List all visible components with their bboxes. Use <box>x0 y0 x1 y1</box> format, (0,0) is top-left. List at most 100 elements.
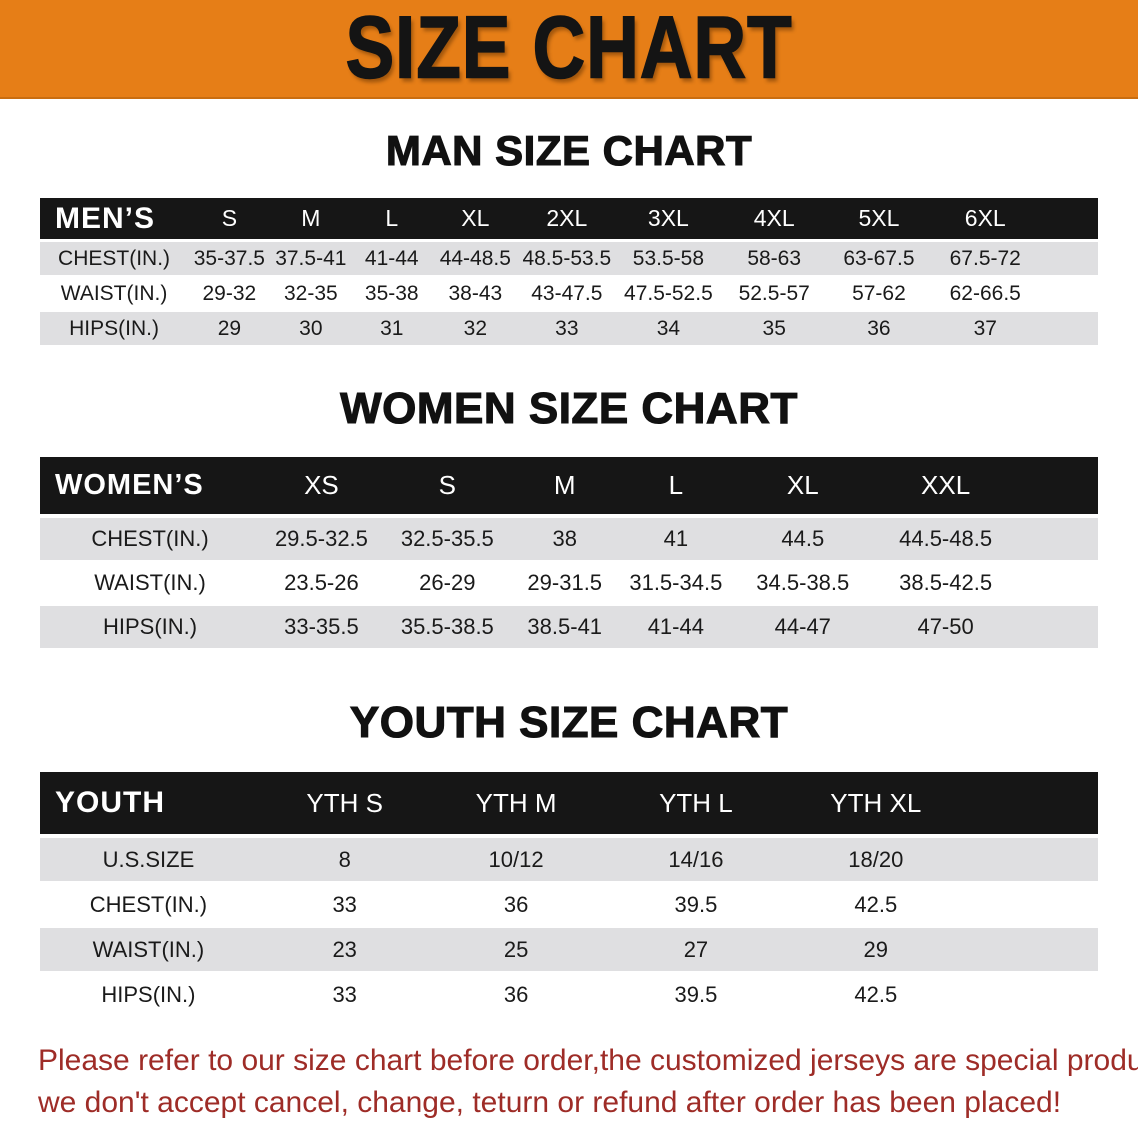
disclaimer-line-1: Please refer to our size chart before or… <box>38 1044 1138 1077</box>
measurement-label: CHEST(IN.) <box>40 242 189 277</box>
filler-cell <box>1039 312 1098 347</box>
size-column-header: L <box>617 457 735 518</box>
size-value: 35.5-38.5 <box>382 606 512 650</box>
size-value: 35-38 <box>351 277 433 312</box>
size-value: 29-32 <box>188 277 271 312</box>
size-value: 33 <box>256 973 433 1018</box>
size-value: 29.5-32.5 <box>260 518 383 562</box>
size-column-header: YTH M <box>432 772 600 838</box>
man-section-title: MAN SIZE CHART <box>385 127 753 174</box>
size-row: CHEST(IN.) 29.5-32.5 32.5-35.5 38 41 44.5 44.5… <box>40 518 1098 562</box>
filler-cell <box>959 883 1098 928</box>
measurement-label: U.S.SIZE <box>40 838 257 883</box>
filler-cell <box>959 838 1098 883</box>
size-value: 36 <box>432 973 600 1018</box>
filler-cell <box>959 973 1098 1018</box>
size-value: 47-50 <box>871 606 1020 650</box>
size-value: 43-47.5 <box>518 277 616 312</box>
size-value: 30 <box>270 312 352 347</box>
size-value: 27 <box>599 928 793 973</box>
size-value: 36 <box>432 883 600 928</box>
size-row: CHEST(IN.) 33 36 39.5 42.5 <box>40 883 1098 928</box>
youth-section-title: YOUTH SIZE CHART <box>349 698 789 747</box>
filler-cell <box>959 772 1098 838</box>
size-value: 37 <box>930 312 1040 347</box>
disclaimer-note: Please refer to our size chart before or… <box>38 1040 1138 1124</box>
men-size-table: MEN’S S M L XL 2XL 3XL 4XL 5XL 6XL CHEST(IN.) 35-3… <box>40 198 1098 347</box>
size-value: 52.5-57 <box>721 277 828 312</box>
measurement-label: WAIST(IN.) <box>40 277 189 312</box>
size-value: 29 <box>188 312 271 347</box>
size-row: HIPS(IN.) 33 36 39.5 42.5 <box>40 973 1098 1018</box>
size-value: 35 <box>721 312 828 347</box>
size-value: 57-62 <box>827 277 931 312</box>
size-value: 38.5-41 <box>511 606 618 650</box>
size-value: 25 <box>432 928 600 973</box>
size-value: 32 <box>432 312 519 347</box>
size-value: 41 <box>617 518 735 562</box>
youth-size-table: YOUTH YTH S YTH M YTH L YTH XL U.S.SIZE 8 10/1… <box>40 772 1098 1018</box>
filler-cell <box>1019 457 1098 518</box>
size-value: 14/16 <box>599 838 793 883</box>
size-value: 38 <box>511 518 618 562</box>
size-value: 62-66.5 <box>930 277 1040 312</box>
size-group-label: WOMEN’S <box>40 457 261 518</box>
size-value: 44.5 <box>734 518 872 562</box>
filler-cell <box>959 928 1098 973</box>
size-value: 34 <box>615 312 722 347</box>
size-column-header: XS <box>260 457 383 518</box>
size-value: 63-67.5 <box>827 242 931 277</box>
size-row: WAIST(IN.) 29-32 32-35 35-38 38-43 43-47.5 47.… <box>40 277 1098 312</box>
banner-title: SIZE CHART <box>345 0 793 97</box>
size-group-label: YOUTH <box>40 772 257 838</box>
size-column-header: 2XL <box>518 198 616 242</box>
size-value: 38.5-42.5 <box>871 562 1020 606</box>
measurement-label: WAIST(IN.) <box>40 562 261 606</box>
size-value: 34.5-38.5 <box>734 562 872 606</box>
size-value: 10/12 <box>432 838 600 883</box>
size-row: HIPS(IN.) 29 30 31 32 33 34 35 36 37 <box>40 312 1098 347</box>
size-value: 29 <box>792 928 960 973</box>
size-column-header: YTH L <box>599 772 793 838</box>
measurement-label: HIPS(IN.) <box>40 973 257 1018</box>
youth-header-row: YOUTH YTH S YTH M YTH L YTH XL <box>40 772 1098 838</box>
size-row: HIPS(IN.) 33-35.5 35.5-38.5 38.5-41 41-44 44-… <box>40 606 1098 650</box>
size-column-header: XL <box>432 198 519 242</box>
size-value: 44-47 <box>734 606 872 650</box>
size-value: 53.5-58 <box>615 242 722 277</box>
size-value: 33 <box>256 883 433 928</box>
measurement-label: HIPS(IN.) <box>40 312 189 347</box>
filler-cell <box>1039 242 1098 277</box>
size-value: 38-43 <box>432 277 519 312</box>
size-chart-banner: SIZE CHART <box>0 0 1138 99</box>
size-value: 32.5-35.5 <box>382 518 512 562</box>
size-column-header: S <box>188 198 271 242</box>
men-header-row: MEN’S S M L XL 2XL 3XL 4XL 5XL 6XL <box>40 198 1098 242</box>
size-group-label: MEN’S <box>40 198 189 242</box>
size-column-header: 5XL <box>827 198 931 242</box>
size-value: 29-31.5 <box>511 562 618 606</box>
size-value: 32-35 <box>270 277 352 312</box>
size-column-header: L <box>351 198 433 242</box>
size-column-header: YTH S <box>256 772 433 838</box>
women-size-table: WOMEN’S XS S M L XL XXL CHEST(IN.) 29.5-32.5 32.… <box>40 457 1098 650</box>
size-column-header: YTH XL <box>792 772 960 838</box>
size-column-header: M <box>270 198 352 242</box>
measurement-label: HIPS(IN.) <box>40 606 261 650</box>
size-value: 44.5-48.5 <box>871 518 1020 562</box>
size-value: 39.5 <box>599 973 793 1018</box>
size-value: 18/20 <box>792 838 960 883</box>
size-value: 42.5 <box>792 883 960 928</box>
size-value: 48.5-53.5 <box>518 242 616 277</box>
size-value: 58-63 <box>721 242 828 277</box>
measurement-label: CHEST(IN.) <box>40 518 261 562</box>
size-column-header: XL <box>734 457 872 518</box>
size-row: WAIST(IN.) 23 25 27 29 <box>40 928 1098 973</box>
size-value: 23.5-26 <box>260 562 383 606</box>
size-row: CHEST(IN.) 35-37.5 37.5-41 41-44 44-48.5 48.5… <box>40 242 1098 277</box>
size-value: 35-37.5 <box>188 242 271 277</box>
size-value: 33-35.5 <box>260 606 383 650</box>
size-value: 8 <box>256 838 433 883</box>
size-value: 67.5-72 <box>930 242 1040 277</box>
size-value: 41-44 <box>351 242 433 277</box>
